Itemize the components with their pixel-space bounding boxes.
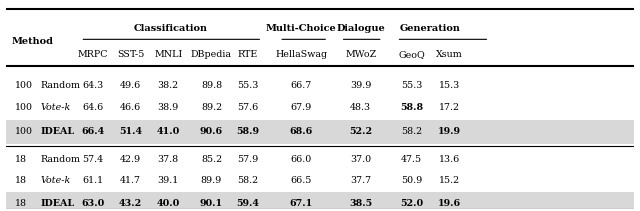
Text: DBpedia: DBpedia — [191, 50, 232, 59]
Text: Generation: Generation — [400, 24, 461, 34]
Text: 58.9: 58.9 — [236, 127, 259, 136]
Text: 58.2: 58.2 — [237, 176, 259, 185]
Text: 64.6: 64.6 — [83, 103, 104, 112]
Text: MRPC: MRPC — [77, 50, 108, 59]
Text: 37.0: 37.0 — [350, 155, 371, 164]
Text: RTE: RTE — [237, 50, 258, 59]
Text: 41.7: 41.7 — [120, 176, 141, 185]
Text: 68.6: 68.6 — [289, 127, 313, 136]
Text: 85.2: 85.2 — [201, 155, 222, 164]
Text: 100: 100 — [15, 81, 33, 90]
Text: SST-5: SST-5 — [117, 50, 144, 59]
Text: Random: Random — [41, 81, 81, 90]
Text: 38.5: 38.5 — [349, 199, 372, 208]
Text: 18: 18 — [15, 155, 26, 164]
Text: 55.3: 55.3 — [401, 81, 422, 90]
Text: 100: 100 — [15, 127, 33, 136]
Text: 66.0: 66.0 — [291, 155, 312, 164]
Text: 63.0: 63.0 — [81, 199, 104, 208]
Text: 59.4: 59.4 — [236, 199, 259, 208]
Text: MWoZ: MWoZ — [345, 50, 376, 59]
Text: 37.8: 37.8 — [157, 155, 179, 164]
Text: 18: 18 — [15, 199, 26, 208]
Text: 39.9: 39.9 — [350, 81, 371, 90]
Text: 17.2: 17.2 — [438, 103, 460, 112]
Text: 89.8: 89.8 — [201, 81, 222, 90]
Text: 42.9: 42.9 — [120, 155, 141, 164]
Text: 64.3: 64.3 — [83, 81, 104, 90]
Text: Method: Method — [12, 37, 53, 46]
Text: GeoQ: GeoQ — [398, 50, 425, 59]
Text: IDEAL: IDEAL — [41, 127, 75, 136]
Text: MNLI: MNLI — [154, 50, 182, 59]
Text: Xsum: Xsum — [436, 50, 463, 59]
Text: 100: 100 — [15, 103, 33, 112]
Text: 67.9: 67.9 — [291, 103, 312, 112]
Text: 89.9: 89.9 — [201, 176, 222, 185]
Text: 66.7: 66.7 — [291, 81, 312, 90]
Text: 58.2: 58.2 — [401, 127, 422, 136]
Text: 89.2: 89.2 — [201, 103, 222, 112]
Text: Classification: Classification — [133, 24, 207, 34]
Text: 47.5: 47.5 — [401, 155, 422, 164]
Text: HellaSwag: HellaSwag — [275, 50, 327, 59]
Bar — [6, 120, 634, 144]
Text: 40.0: 40.0 — [157, 199, 180, 208]
Text: Multi-Choice: Multi-Choice — [266, 24, 337, 34]
Text: 39.1: 39.1 — [157, 176, 179, 185]
Text: 15.2: 15.2 — [438, 176, 460, 185]
Text: Vote-k: Vote-k — [41, 176, 71, 185]
Text: 15.3: 15.3 — [438, 81, 460, 90]
Text: 50.9: 50.9 — [401, 176, 422, 185]
Text: 58.8: 58.8 — [400, 103, 423, 112]
Text: 46.6: 46.6 — [120, 103, 141, 112]
Text: 51.4: 51.4 — [119, 127, 142, 136]
Text: 49.6: 49.6 — [120, 81, 141, 90]
Text: 52.0: 52.0 — [400, 199, 423, 208]
Text: IDEAL: IDEAL — [41, 199, 75, 208]
Text: 52.2: 52.2 — [349, 127, 372, 136]
Text: Random: Random — [41, 155, 81, 164]
Text: 55.3: 55.3 — [237, 81, 259, 90]
Text: 57.9: 57.9 — [237, 155, 259, 164]
Text: 41.0: 41.0 — [157, 127, 180, 136]
Text: 18: 18 — [15, 176, 26, 185]
Text: 38.2: 38.2 — [157, 81, 179, 90]
Text: 43.2: 43.2 — [119, 199, 142, 208]
Bar — [6, 192, 634, 211]
Text: 37.7: 37.7 — [350, 176, 371, 185]
Text: 57.4: 57.4 — [83, 155, 104, 164]
Text: 13.6: 13.6 — [438, 155, 460, 164]
Text: 57.6: 57.6 — [237, 103, 259, 112]
Text: 38.9: 38.9 — [157, 103, 179, 112]
Text: 66.4: 66.4 — [81, 127, 104, 136]
Text: 48.3: 48.3 — [350, 103, 371, 112]
Text: Dialogue: Dialogue — [337, 24, 385, 34]
Text: Vote-k: Vote-k — [41, 103, 71, 112]
Text: 19.9: 19.9 — [438, 127, 461, 136]
Text: 67.1: 67.1 — [289, 199, 313, 208]
Text: 19.6: 19.6 — [438, 199, 461, 208]
Text: 90.1: 90.1 — [200, 199, 223, 208]
Text: 61.1: 61.1 — [83, 176, 104, 185]
Text: 90.6: 90.6 — [200, 127, 223, 136]
Text: 66.5: 66.5 — [291, 176, 312, 185]
